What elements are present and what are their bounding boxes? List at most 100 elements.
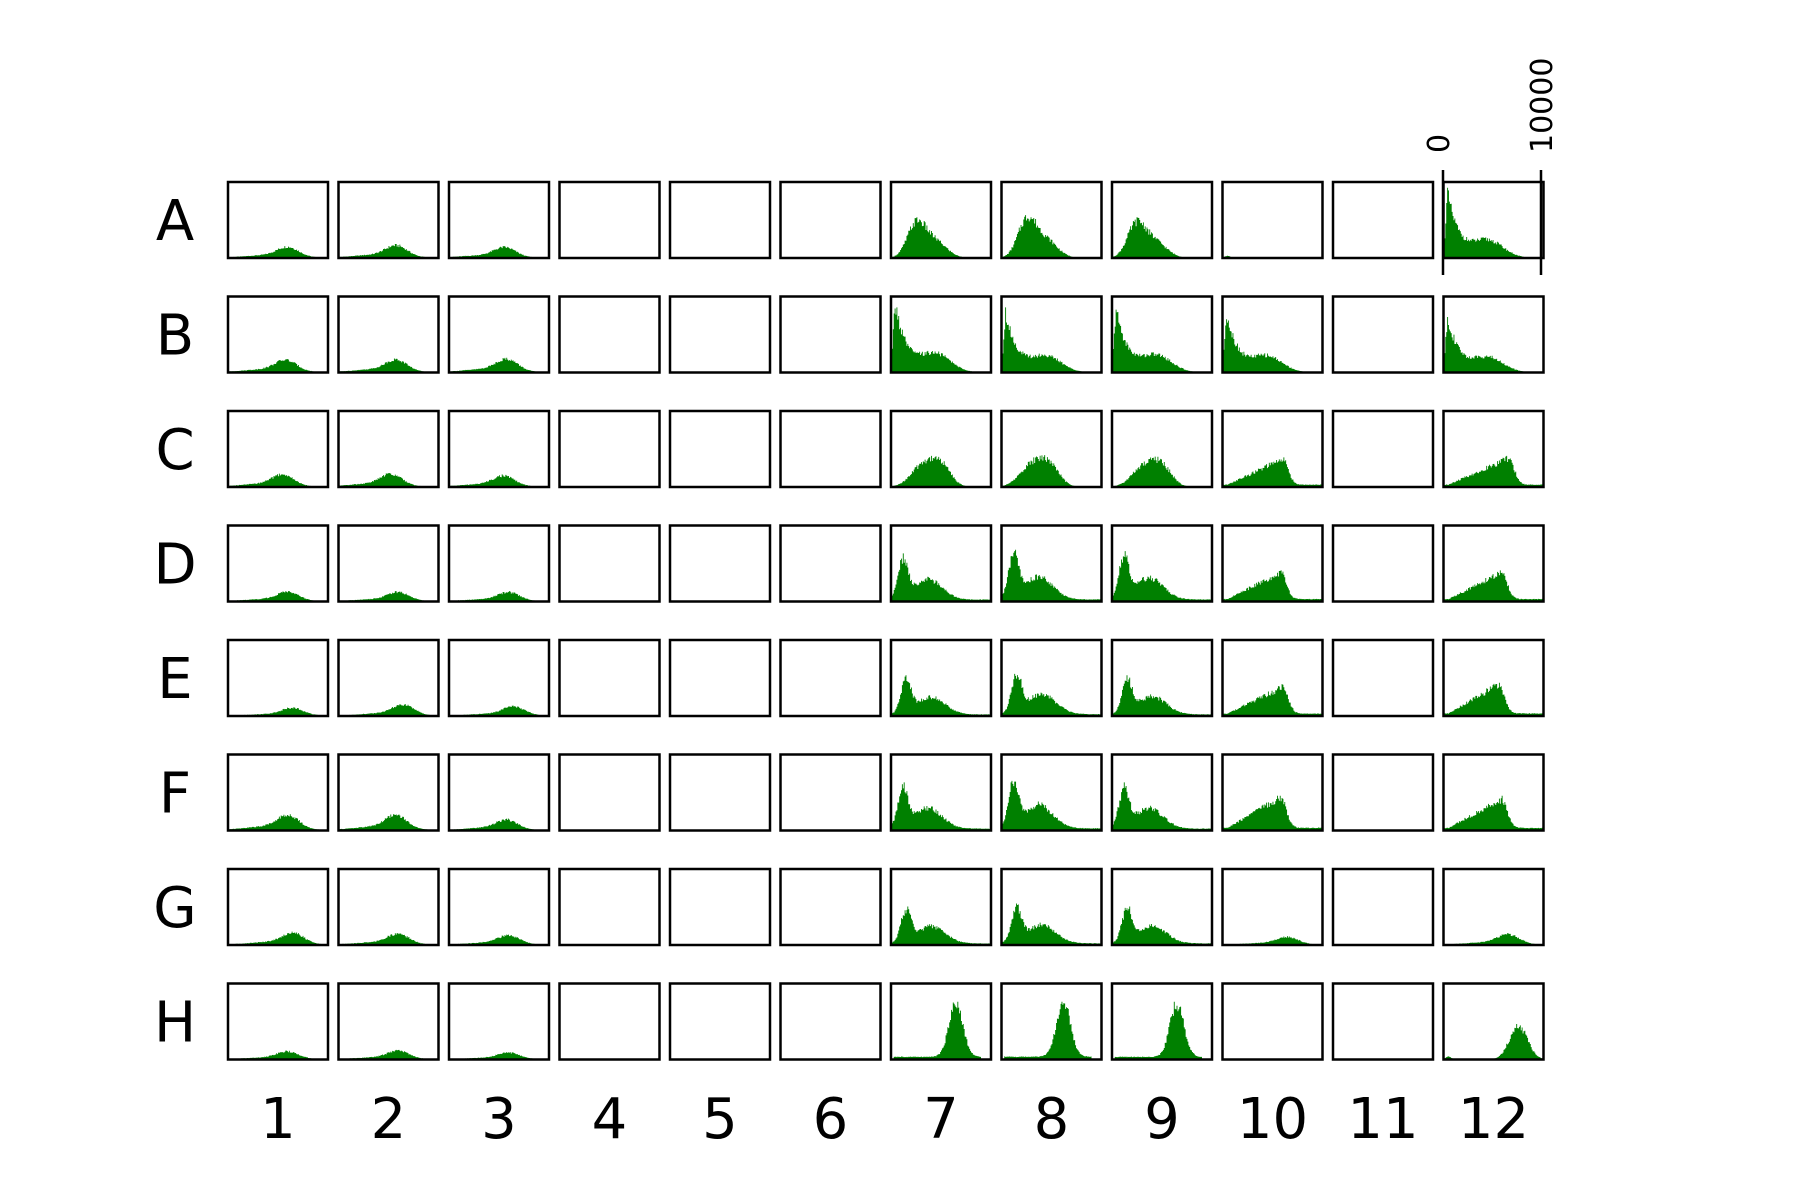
well-H8 — [1000, 982, 1103, 1061]
well-A10 — [1221, 180, 1324, 260]
well-F3 — [447, 753, 551, 832]
histogram-C8 — [1001, 455, 1102, 487]
panel-frame-B11 — [1331, 295, 1435, 374]
panel-frame-E3 — [447, 638, 551, 718]
panel-frame-F3 — [447, 753, 551, 832]
panel-frame-C8 — [1000, 409, 1103, 489]
well-H1 — [226, 982, 330, 1061]
histogram-F7 — [891, 782, 991, 831]
well-A3 — [447, 180, 551, 260]
well-D10 — [1221, 524, 1324, 603]
panel-frame-A7 — [889, 180, 993, 260]
row-label-B: B — [156, 304, 194, 369]
panel-frame-C3 — [447, 409, 551, 489]
well-B2 — [337, 295, 440, 374]
panel-frame-F6 — [779, 753, 882, 832]
well-B9 — [1110, 295, 1214, 374]
panel-frame-C5 — [668, 409, 772, 489]
panel-frame-B12 — [1442, 295, 1545, 374]
well-B5 — [668, 295, 772, 374]
well-D6 — [779, 524, 882, 603]
well-A11 — [1331, 180, 1435, 260]
well-B6 — [779, 295, 882, 374]
panel-frame-C1 — [226, 409, 330, 489]
histogram-E7 — [891, 675, 991, 716]
panel-frame-C12 — [1442, 409, 1545, 489]
well-E5 — [668, 638, 772, 718]
well-A1 — [226, 180, 330, 260]
panel-frame-H9 — [1110, 982, 1214, 1061]
panel-frame-A8 — [1000, 180, 1103, 260]
panel-frame-F5 — [668, 753, 772, 832]
panel-frame-E9 — [1110, 638, 1214, 718]
panel-frame-A6 — [779, 180, 882, 260]
histogram-F9 — [1112, 782, 1212, 831]
x-tick-label-10000: 10000 — [1525, 58, 1560, 153]
panel-frame-C11 — [1331, 409, 1435, 489]
histogram-G9 — [1112, 906, 1212, 945]
histogram-E3 — [449, 705, 549, 716]
panel-frame-H2 — [337, 982, 440, 1061]
panel-frame-E11 — [1331, 638, 1435, 718]
histogram-B7 — [891, 307, 991, 373]
histogram-A12 — [1443, 187, 1544, 258]
well-H10 — [1221, 982, 1324, 1061]
panel-frame-H1 — [226, 982, 330, 1061]
panel-frame-G10 — [1221, 867, 1324, 947]
row-label-G: G — [153, 876, 196, 941]
panel-frame-D5 — [668, 524, 772, 603]
well-H4 — [558, 982, 661, 1061]
histogram-E9 — [1112, 675, 1212, 716]
well-G10 — [1221, 867, 1324, 947]
well-C9 — [1110, 409, 1214, 489]
histogram-A2 — [338, 243, 439, 258]
panel-frame-H4 — [558, 982, 661, 1061]
histogram-H3 — [449, 1052, 549, 1060]
histogram-H8 — [1001, 1001, 1102, 1060]
well-H2 — [337, 982, 440, 1061]
panel-frame-H5 — [668, 982, 772, 1061]
well-F6 — [779, 753, 882, 832]
column-label-10: 10 — [1237, 1087, 1308, 1152]
panel-frame-G9 — [1110, 867, 1214, 947]
well-E7 — [889, 638, 993, 718]
well-G2 — [337, 867, 440, 947]
histogram-D7 — [891, 553, 991, 602]
histogram-G2 — [338, 933, 439, 945]
panel-frame-E2 — [337, 638, 440, 718]
well-B10 — [1221, 295, 1324, 374]
panel-group — [226, 180, 1545, 1061]
panel-frame-A10 — [1221, 180, 1324, 260]
panel-frame-C9 — [1110, 409, 1214, 489]
histogram-G12 — [1443, 933, 1544, 945]
panel-frame-E5 — [668, 638, 772, 718]
well-D9 — [1110, 524, 1214, 603]
well-D5 — [668, 524, 772, 603]
well-C6 — [779, 409, 882, 489]
panel-frame-A4 — [558, 180, 661, 260]
column-label-8: 8 — [1034, 1087, 1070, 1152]
well-E9 — [1110, 638, 1214, 718]
column-label-11: 11 — [1347, 1087, 1418, 1152]
panel-frame-F7 — [889, 753, 993, 832]
well-C10 — [1221, 409, 1324, 489]
panel-frame-D6 — [779, 524, 882, 603]
panel-frame-A9 — [1110, 180, 1214, 260]
well-E8 — [1000, 638, 1103, 718]
well-A12 — [1442, 180, 1545, 260]
histogram-E8 — [1001, 673, 1102, 716]
well-B8 — [1000, 295, 1103, 374]
well-D4 — [558, 524, 661, 603]
well-H6 — [779, 982, 882, 1061]
panel-frame-A2 — [337, 180, 440, 260]
row-label-F: F — [159, 762, 191, 827]
panel-frame-E1 — [226, 638, 330, 718]
well-G12 — [1442, 867, 1545, 947]
histogram-H2 — [338, 1049, 439, 1060]
well-E3 — [447, 638, 551, 718]
panel-frame-F2 — [337, 753, 440, 832]
panel-frame-B10 — [1221, 295, 1324, 374]
histogram-C9 — [1112, 456, 1212, 487]
panel-frame-D2 — [337, 524, 440, 603]
panel-frame-F11 — [1331, 753, 1435, 832]
